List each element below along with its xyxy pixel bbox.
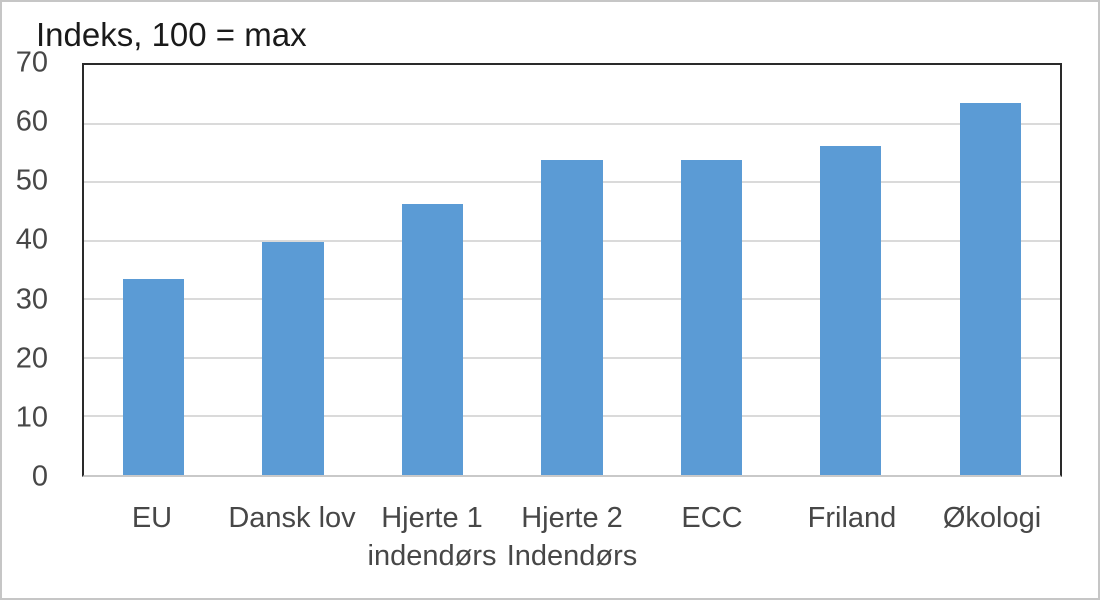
bar-slot (642, 65, 781, 475)
y-tick-label: 20 (15, 342, 48, 375)
gridline (84, 122, 1060, 125)
bar-slot (223, 65, 362, 475)
bar-ecc (680, 160, 743, 475)
bar-slot (363, 65, 502, 475)
bar-friland (820, 145, 882, 475)
x-axis-label-dansk-lov: Dansk lov (228, 502, 356, 534)
y-tick-label: 10 (15, 401, 48, 434)
x-axis-label-friland: Friland (807, 502, 897, 534)
bar-slot (502, 65, 641, 475)
bar-hjerte-2 (541, 160, 603, 475)
x-axis-label-økologi: Økologi (942, 502, 1042, 534)
x-axis-labels: EU Dansk lov Hjerte 1 indendørs Hjerte 2 In… (82, 499, 1062, 575)
bar-dansk-lov (262, 242, 324, 475)
y-tick-label: 40 (15, 223, 48, 256)
bar-slot (781, 65, 920, 475)
plot-area (82, 63, 1062, 477)
y-tick-label: 60 (15, 105, 48, 138)
y-tick-label: 0 (31, 460, 48, 493)
bars (84, 65, 1060, 475)
x-axis-label-hjerte-2: Hjerte 2 Indendørs (506, 502, 638, 572)
bar-eu (123, 278, 185, 475)
x-axis-label-eu: EU (131, 502, 173, 534)
bar-slot (84, 65, 223, 475)
y-tick-label: 50 (15, 164, 48, 197)
bar-hjerte-1 (401, 204, 464, 475)
x-axis-label-ecc: ECC (681, 502, 743, 534)
y-tick-label: 70 (15, 46, 48, 79)
y-tick-label: 30 (15, 283, 48, 316)
x-axis-label-hjerte-1: Hjerte 1 indendørs (367, 502, 497, 572)
bar-slot (921, 65, 1060, 475)
bar-økologi (959, 102, 1021, 475)
y-axis-labels: 0 10 20 30 40 50 60 70 (2, 48, 48, 491)
chart-title: Indeks, 100 = max (36, 16, 307, 53)
